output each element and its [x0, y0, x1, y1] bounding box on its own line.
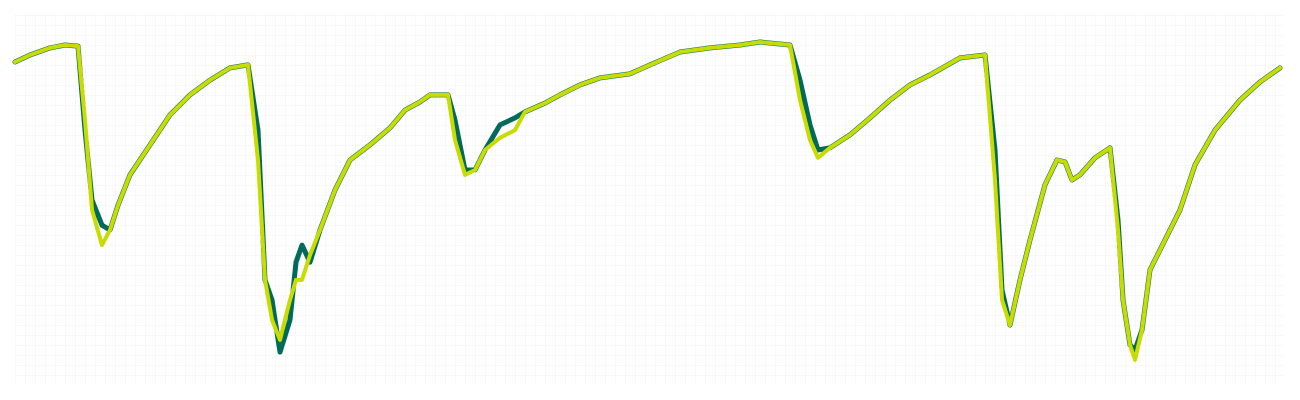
line-series — [13, 40, 1282, 362]
background-grid — [15, 15, 1283, 385]
